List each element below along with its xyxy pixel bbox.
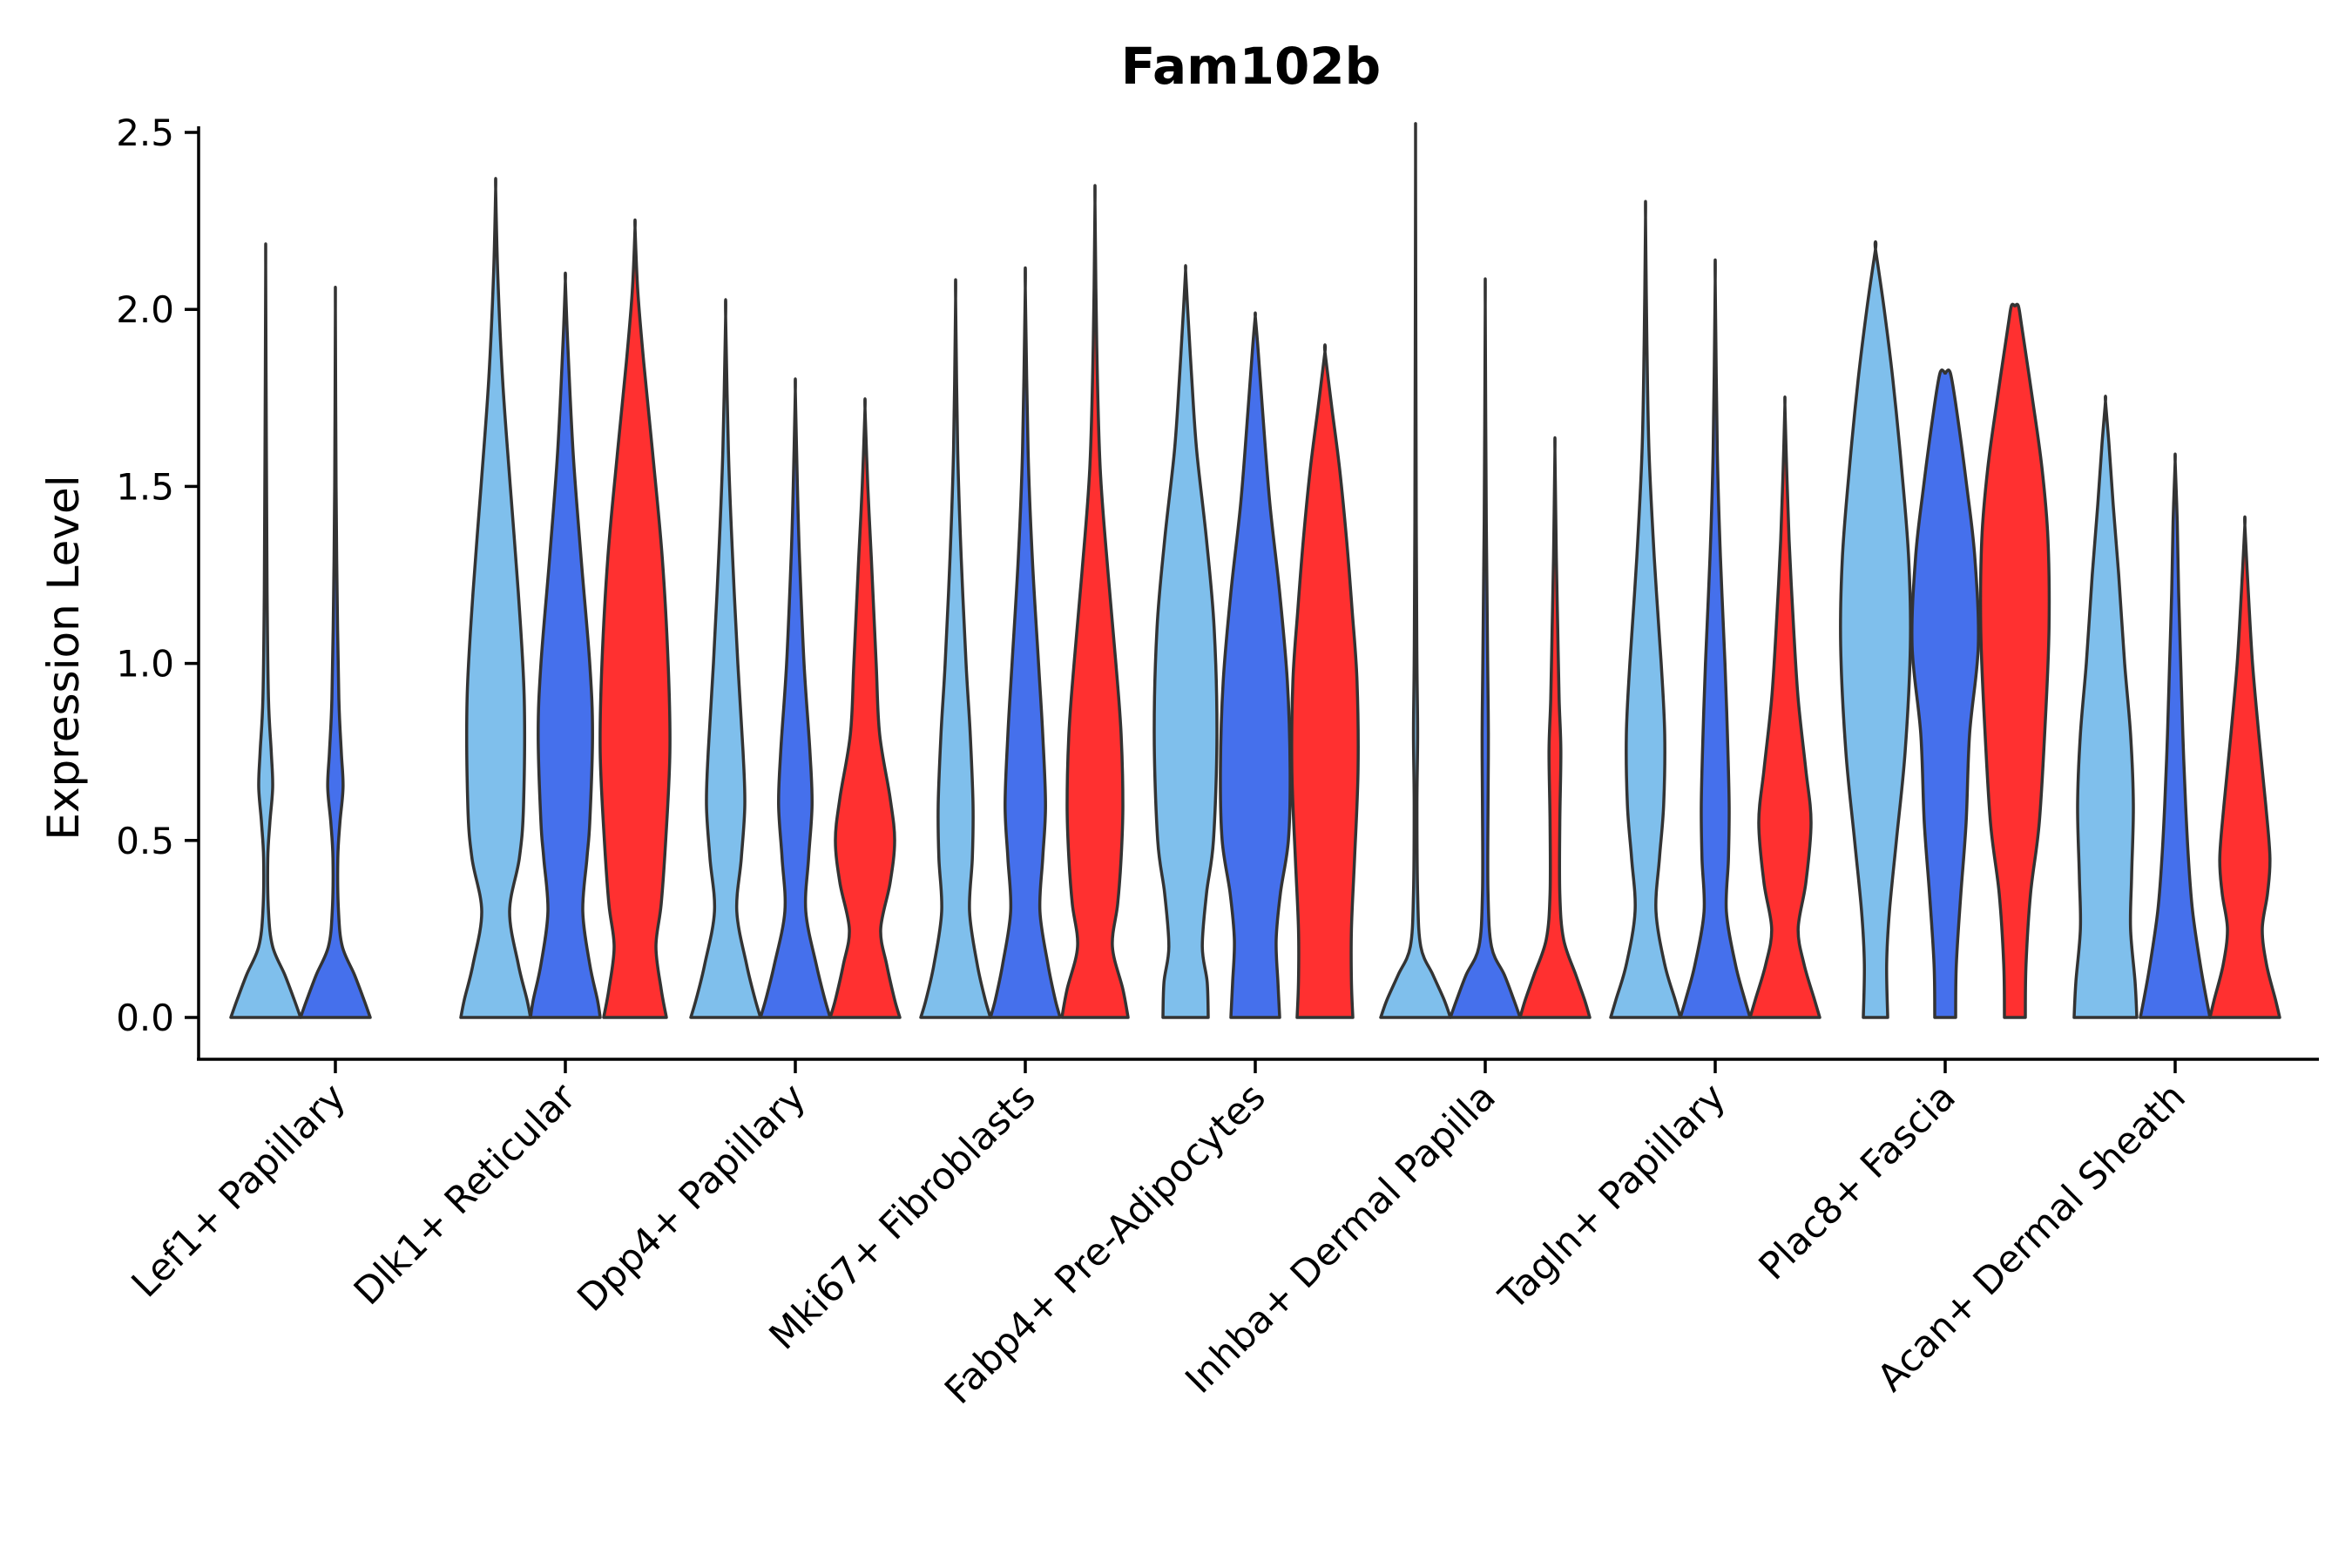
y-ticks-group: 0.0 0.5 1.0 1.5 2.0 2.5 [116,112,199,1039]
violin-2-2 [828,397,902,1019]
y-tick-label: 1.0 [116,643,174,686]
violin-4-0 [1152,264,1219,1019]
y-tick-label: 0.0 [116,997,174,1039]
violin-4-2 [1290,343,1360,1019]
violin-0-0 [229,242,302,1019]
violin-3-0 [919,278,992,1019]
violin-1-2 [598,218,672,1019]
x-tick-label: Dlk1+ Reticular [346,1075,585,1314]
x-tick-label: Tagln+ Papillary [1490,1075,1734,1319]
violin-0-1 [299,286,372,1019]
y-axis-label: Expression Level [38,475,89,840]
violin-6-1 [1679,258,1752,1019]
violin-5-1 [1449,277,1522,1019]
y-tick-label: 2.5 [116,112,174,154]
violin-3-2 [1060,184,1130,1019]
violin-1-1 [529,271,602,1019]
y-tick-label: 2.0 [116,288,174,331]
violin-8-1 [2139,452,2212,1019]
y-tick-label: 1.5 [116,465,174,508]
violin-1-0 [459,177,532,1019]
violin-8-0 [2072,395,2139,1019]
violin-5-0 [1379,122,1452,1019]
violin-6-2 [1748,395,1821,1019]
x-tick-label: Dpp4+ Papillary [570,1075,814,1320]
violin-6-0 [1609,199,1682,1019]
violin-3-1 [989,266,1062,1019]
violin-7-2 [1978,302,2051,1019]
violins-group [229,122,2281,1019]
y-tick-label: 0.5 [116,820,174,862]
violin-8-2 [2208,515,2281,1019]
violin-2-1 [759,377,832,1019]
violin-7-1 [1910,368,1980,1019]
violin-7-0 [1839,240,1912,1019]
violin-4-1 [1219,311,1292,1019]
x-tick-label: Lef1+ Papillary [124,1075,355,1306]
chart-title: Fam102b [1121,37,1381,96]
axes-group [197,126,2319,1061]
x-tick-label: Plac8+ Fascia [1751,1075,1964,1288]
violin-2-0 [689,298,762,1019]
violin-5-2 [1518,436,1592,1019]
